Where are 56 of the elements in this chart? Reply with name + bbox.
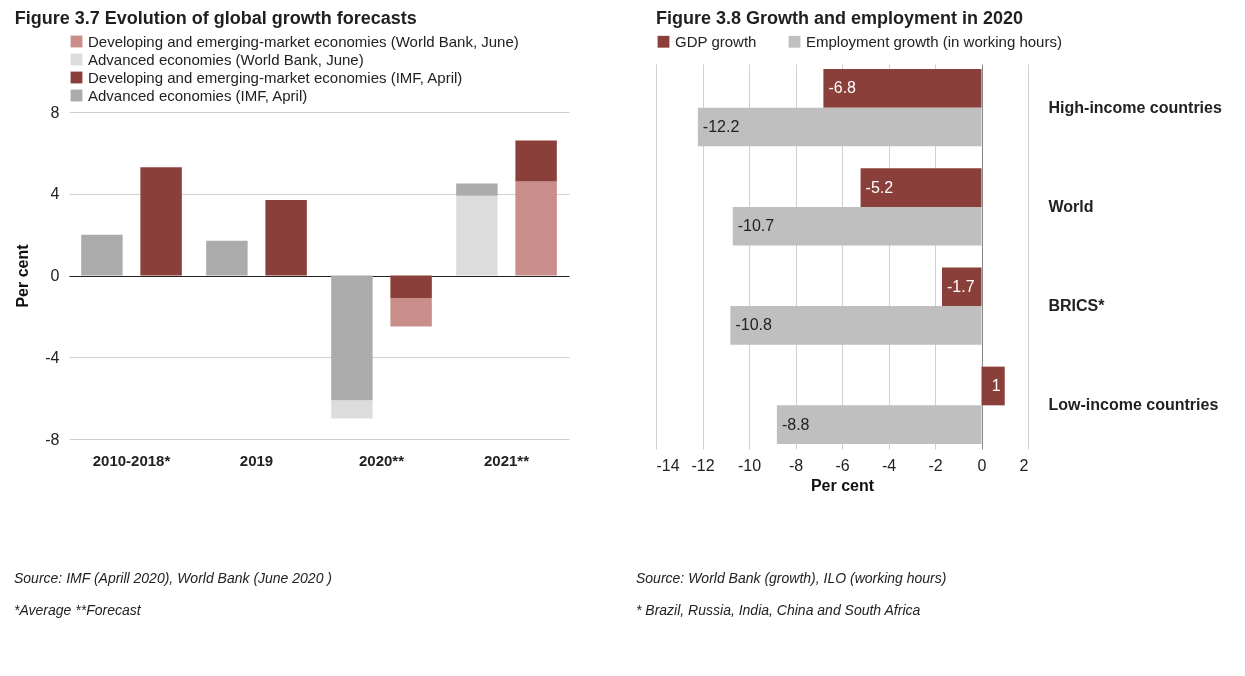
y-tick-label: 8 bbox=[50, 103, 60, 121]
x-tick-label: -8 bbox=[788, 456, 804, 474]
x-tick-label: -6 bbox=[835, 456, 850, 474]
legend-label: Employment growth (in working hours) bbox=[806, 32, 1062, 50]
x-tick-label: 2 bbox=[1019, 456, 1029, 474]
x-tick-label: 2010-2018* bbox=[92, 451, 171, 469]
y-tick-label: World bbox=[1048, 197, 1094, 215]
bar bbox=[81, 234, 123, 276]
y-tick-label: Low-income countries bbox=[1048, 396, 1219, 414]
x-tick-label: -14 bbox=[656, 456, 680, 474]
chart-title: Figure 3.7 Evolution of global growth forecasts bbox=[14, 8, 417, 28]
bar bbox=[331, 400, 373, 419]
chart-title: Figure 3.8 Growth and employment in 2020 bbox=[656, 8, 1024, 28]
y-tick-label: -8 bbox=[45, 430, 60, 448]
text: *Average **Forecast bbox=[14, 602, 142, 618]
data-label: -1.7 bbox=[946, 277, 975, 295]
bar bbox=[456, 195, 498, 276]
data-label: -12.2 bbox=[702, 118, 740, 136]
x-tick-label: -12 bbox=[691, 456, 715, 474]
data-label: -8.8 bbox=[781, 415, 810, 433]
legend-label: Advanced economies (World Bank, June) bbox=[88, 50, 364, 68]
source-note: Source: World Bank (growth), ILO (working hours) bbox=[636, 570, 947, 586]
y-tick-label: High-income countries bbox=[1048, 98, 1222, 116]
legend-label: Advanced economies (IMF, April) bbox=[88, 86, 308, 104]
legend-label: GDP growth bbox=[675, 32, 757, 50]
x-axis-title: Per cent bbox=[810, 476, 875, 494]
legend-label: Developing and emerging-market economies (World Bank, June) bbox=[88, 32, 519, 50]
y-tick-label: 4 bbox=[50, 185, 60, 203]
data-label: -10.8 bbox=[735, 316, 772, 334]
x-tick-label: 2019 bbox=[239, 451, 274, 469]
legend-label: Developing and emerging-market economies (IMF, April) bbox=[88, 68, 463, 86]
bar bbox=[206, 240, 248, 276]
bar bbox=[390, 297, 432, 327]
x-tick-label: -4 bbox=[881, 456, 897, 474]
y-axis-title: Per cent bbox=[14, 243, 32, 308]
x-tick-label: 0 bbox=[977, 456, 987, 474]
source-note: Source: IMF (Aprill 2020), World Bank (June 2020 ) bbox=[14, 570, 332, 586]
data-label: -10.7 bbox=[737, 217, 775, 235]
y-tick-label: -4 bbox=[45, 348, 60, 366]
text: * Brazil, Russia, India, China and South Africa bbox=[636, 602, 922, 618]
bar bbox=[265, 199, 307, 276]
bar bbox=[456, 183, 498, 196]
data-label: -6.8 bbox=[828, 79, 857, 97]
bar bbox=[515, 181, 557, 276]
y-tick-label: 0 bbox=[50, 267, 60, 284]
x-tick-label: 2021** bbox=[483, 451, 530, 469]
bar bbox=[331, 275, 373, 401]
bar bbox=[140, 167, 182, 276]
data-label: -5.2 bbox=[865, 178, 894, 196]
bar bbox=[390, 275, 432, 298]
x-tick-label: 2020** bbox=[358, 451, 405, 469]
x-tick-label: -10 bbox=[737, 456, 762, 474]
data-label: 1 bbox=[991, 376, 1001, 394]
x-tick-label: -2 bbox=[928, 456, 943, 474]
bar bbox=[515, 140, 557, 182]
y-tick-label: BRICS* bbox=[1048, 297, 1106, 315]
